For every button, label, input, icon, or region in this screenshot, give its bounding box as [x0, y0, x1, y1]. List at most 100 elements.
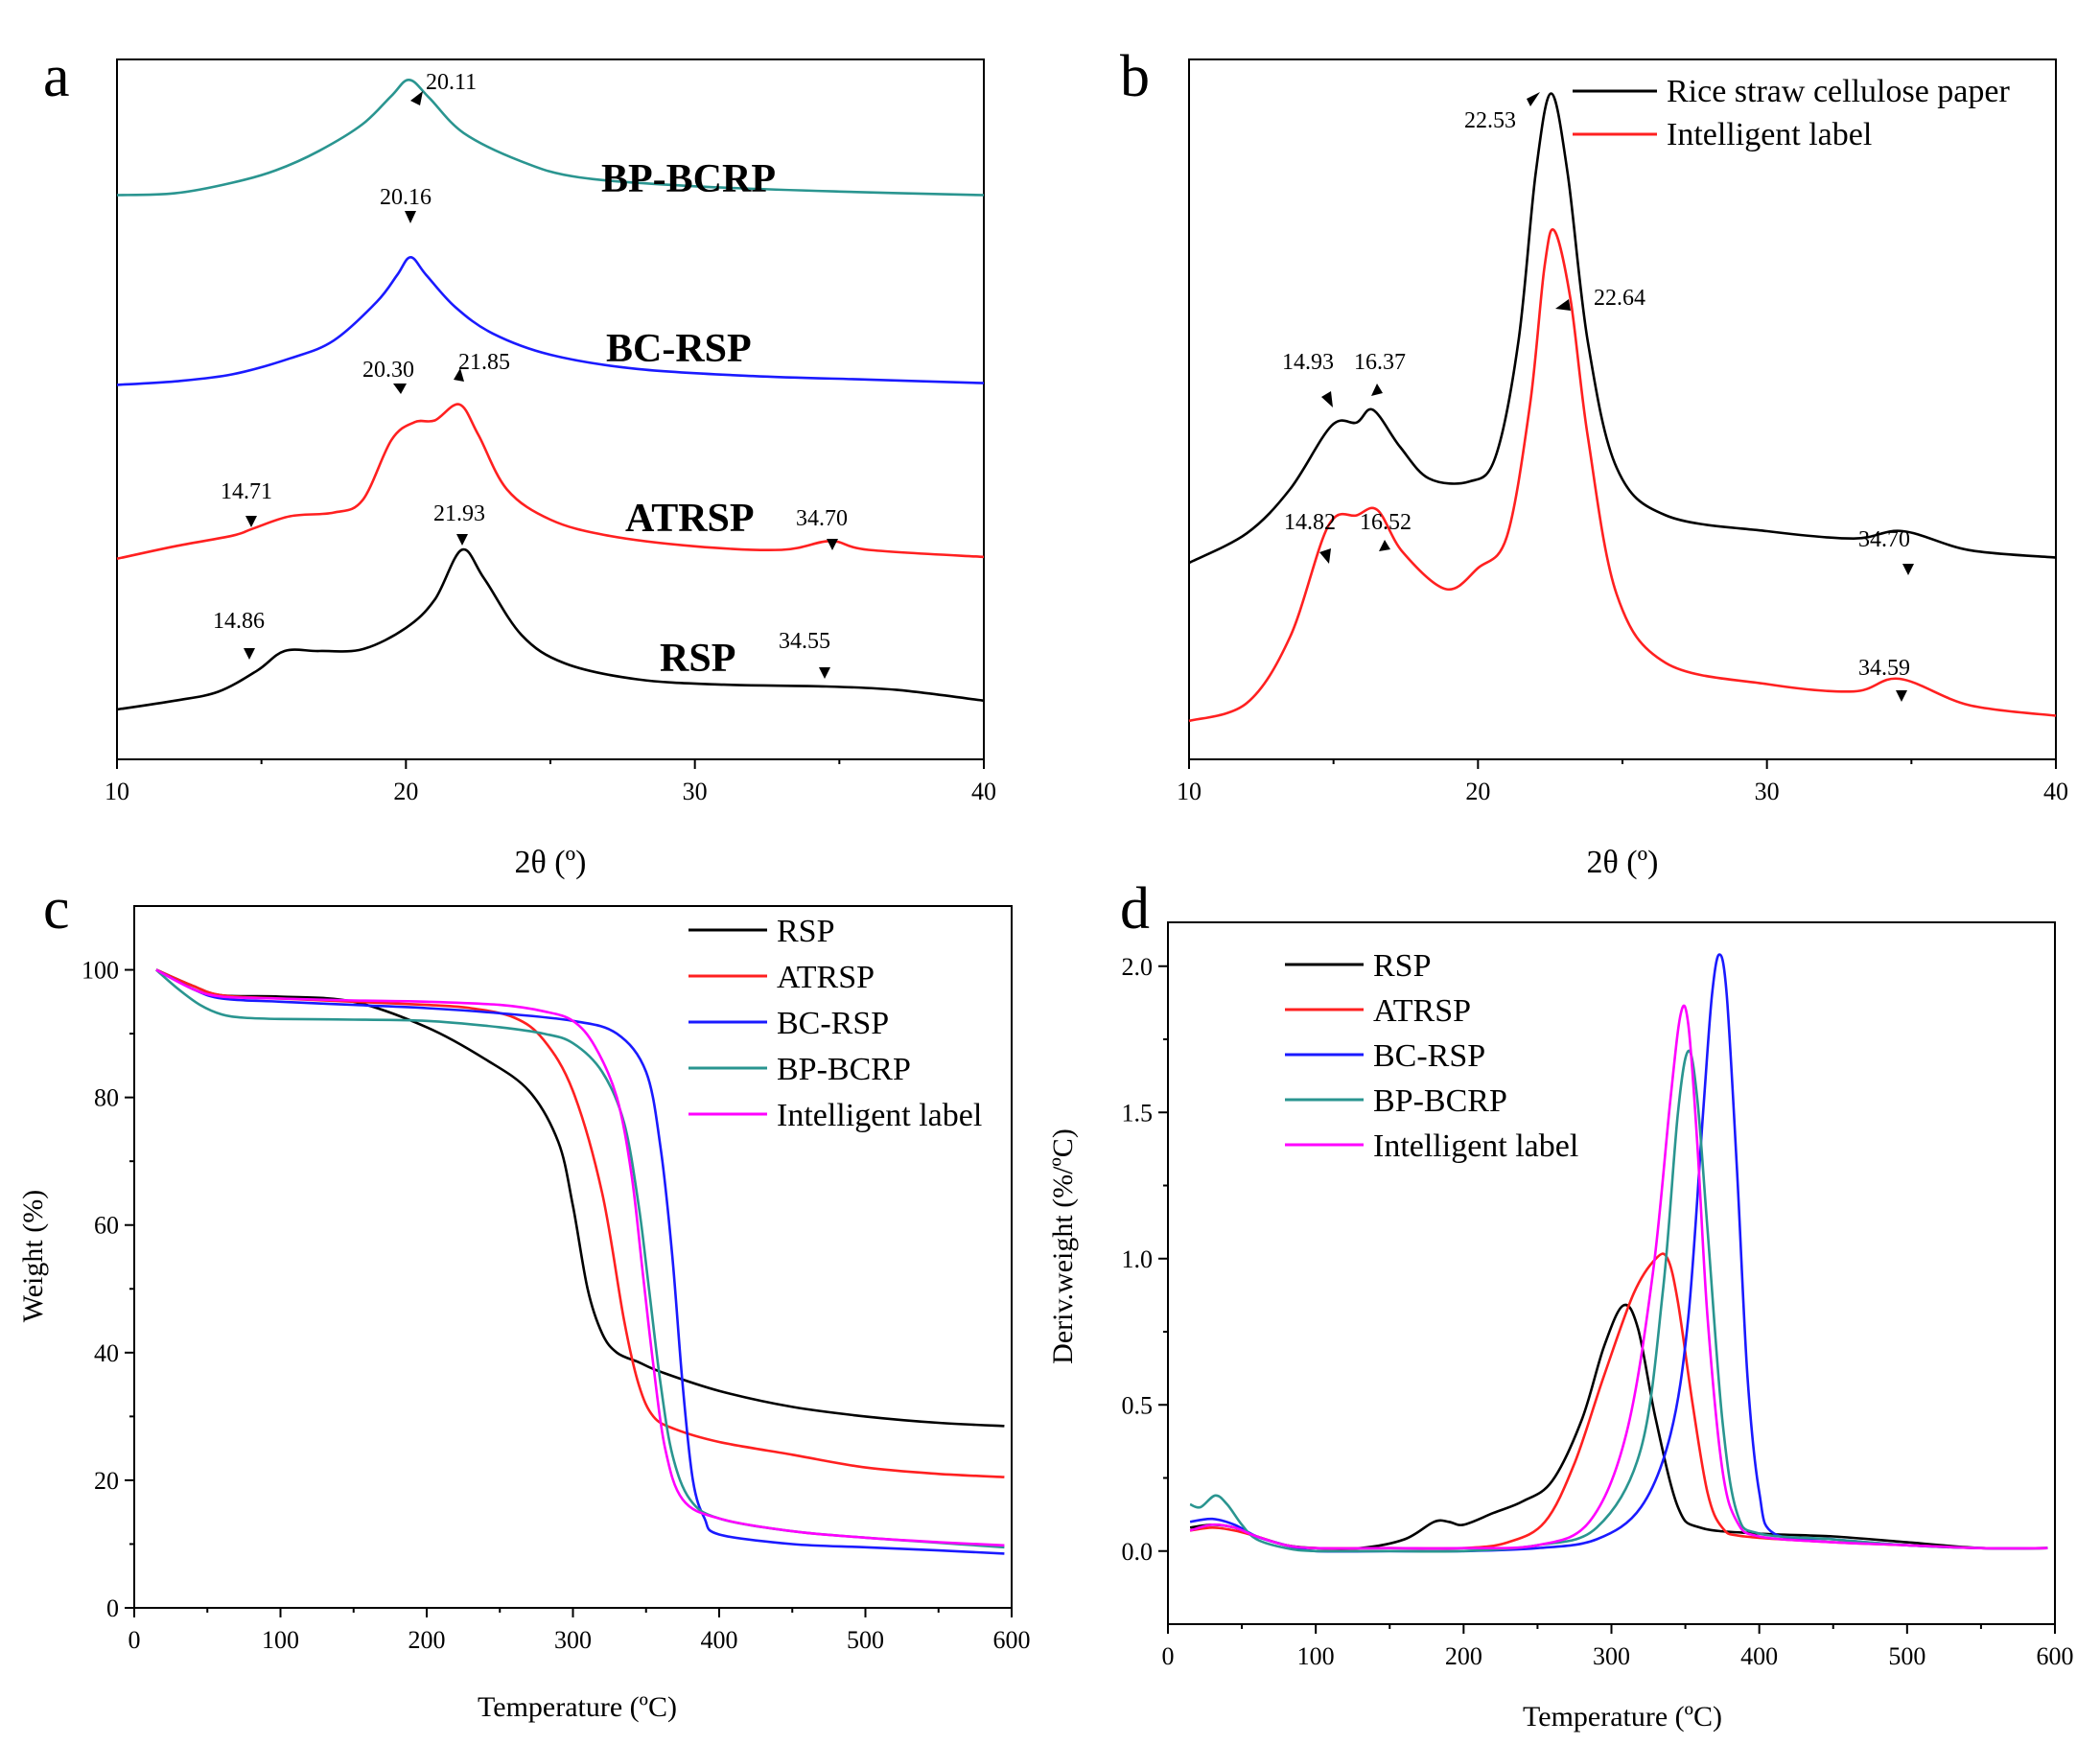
- peak-arrow: [244, 648, 255, 660]
- y-tick-label: 40: [94, 1339, 119, 1367]
- peak-annotation: 34.59: [1858, 656, 1910, 681]
- panel-c-y-axis-label: Weight (%): [17, 1190, 49, 1322]
- peak-arrow: [1321, 391, 1333, 407]
- y-tick-label: 100: [82, 957, 119, 985]
- x-tick-label: 200: [1445, 1642, 1482, 1670]
- peak-annotation: 34.70: [796, 506, 848, 531]
- x-tick-label: 500: [847, 1626, 884, 1654]
- peak-arrow: [1902, 564, 1914, 575]
- series-line-atrsp: [1189, 1252, 2048, 1550]
- series-line-atrsp: [116, 403, 985, 561]
- y-tick-label: 60: [94, 1212, 119, 1240]
- panel-a-xticks: 10 20 30 40: [105, 759, 996, 805]
- panel-d-legend: RSP ATRSP BC-RSP BP-BCRP Intelligent lab…: [1285, 948, 1578, 1164]
- peak-annotation: 14.82: [1284, 510, 1336, 535]
- peak-annotation: 14.71: [221, 479, 272, 504]
- legend-label: Intelligent label: [1373, 1128, 1578, 1164]
- peak-arrow: [819, 667, 830, 679]
- x-tick-label: 300: [554, 1626, 592, 1654]
- x-tick-label: 400: [1740, 1642, 1778, 1670]
- curve-label-rsp: RSP: [660, 637, 735, 681]
- x-tick-label: 600: [993, 1626, 1031, 1654]
- peak-annotation: 14.93: [1282, 350, 1334, 375]
- peak-annotation: 20.11: [426, 70, 477, 95]
- series-line-bp-bcrp: [116, 79, 985, 197]
- peak-arrow: [245, 516, 257, 527]
- panel-a-xrd-chart: a 10 20 30 40 2θ (º) BP-BCRP BC-RSP ATRSP R…: [43, 44, 996, 880]
- x-tick-label: 500: [1888, 1642, 1925, 1670]
- panel-d-y-axis-label: Deriv.weight (%/ºC): [1047, 1128, 1079, 1364]
- series-line-intelligent-label: [1188, 228, 2057, 723]
- y-tick-label: 80: [94, 1084, 119, 1112]
- peak-arrow: [456, 534, 468, 546]
- legend-label: ATRSP: [1373, 993, 1471, 1029]
- x-tick-label: 30: [1755, 778, 1780, 805]
- panel-b-letter: b: [1120, 44, 1150, 109]
- peak-annotation: 20.16: [380, 185, 432, 210]
- series-line-bc-rsp: [116, 256, 985, 386]
- x-tick-label: 100: [1297, 1642, 1335, 1670]
- x-tick-label: 400: [701, 1626, 738, 1654]
- peak-arrows: [244, 91, 838, 679]
- panel-b-xticks: 10 20 30 40: [1177, 759, 2068, 805]
- y-tick-label: 0.0: [1122, 1538, 1154, 1566]
- peak-arrow: [1527, 92, 1540, 106]
- y-tick-label: 0.5: [1122, 1391, 1154, 1419]
- panel-b-curves: [1188, 92, 2057, 723]
- legend-label: RSP: [1373, 948, 1432, 984]
- panel-d-xticks: 0 100 200 300 400 500 600: [1162, 1624, 2074, 1670]
- x-tick-label: 600: [2037, 1642, 2074, 1670]
- series-line-rice-straw-cellulose-paper: [1188, 92, 2057, 565]
- peak-annotation: 21.85: [458, 350, 510, 375]
- panel-c-legend: RSP ATRSP BC-RSP BP-BCRP Intelligent lab…: [688, 914, 982, 1133]
- legend-label: BC-RSP: [777, 1006, 889, 1041]
- x-tick-label: 10: [105, 778, 129, 805]
- legend-label: BC-RSP: [1373, 1038, 1485, 1074]
- x-tick-label: 0: [128, 1626, 141, 1654]
- peak-annotation: 14.86: [213, 609, 265, 634]
- panel-d-dtg-chart: d 0 100 200 300 400 500 600 0.0 0.5 1.0 1.5 2.0 Te…: [1047, 876, 2074, 1732]
- panel-c-x-axis-label: Temperature (ºC): [478, 1691, 677, 1723]
- series-line-rsp: [155, 968, 1005, 1428]
- peak-arrow: [393, 384, 407, 394]
- x-tick-label: 200: [408, 1626, 446, 1654]
- series-line-intelligent-label: [1189, 1004, 2048, 1550]
- series-line-intelligent-label: [155, 968, 1005, 1547]
- y-tick-label: 1.5: [1122, 1099, 1154, 1127]
- panel-b-frame: [1188, 58, 2057, 760]
- x-tick-label: 40: [2043, 778, 2068, 805]
- y-tick-label: 20: [94, 1467, 119, 1495]
- legend-label-intelligent-label: Intelligent label: [1667, 117, 1872, 152]
- x-tick-label: 10: [1177, 778, 1202, 805]
- panel-a-x-axis-label: 2θ (º): [515, 845, 587, 880]
- peak-annotation: 34.55: [779, 629, 830, 654]
- x-tick-label: 30: [683, 778, 708, 805]
- peak-arrow: [405, 211, 416, 223]
- series-line-rsp: [1189, 1303, 2048, 1550]
- x-tick-label: 20: [1465, 778, 1490, 805]
- peak-arrow: [827, 539, 838, 550]
- legend-label: RSP: [777, 914, 835, 949]
- panel-d-yticks: 0.0 0.5 1.0 1.5 2.0: [1122, 953, 1168, 1566]
- peak-arrows: [1319, 92, 1914, 702]
- panel-b-x-axis-label: 2θ (º): [1587, 845, 1659, 880]
- peak-annotation: 16.52: [1360, 510, 1412, 535]
- y-tick-label: 0: [106, 1594, 119, 1622]
- legend-label: BP-BCRP: [1373, 1083, 1507, 1119]
- legend-label: ATRSP: [777, 960, 875, 995]
- panel-a-curves: [116, 79, 985, 711]
- series-line-atrsp: [155, 968, 1005, 1478]
- panel-b-xrd-chart: b 10 20 30 40 2θ (º) Rice straw cellulose p…: [1120, 44, 2068, 880]
- panel-a-letter: a: [43, 44, 70, 109]
- panel-d-letter: d: [1120, 876, 1150, 942]
- peak-arrow: [1379, 540, 1390, 551]
- series-line-rsp: [116, 547, 985, 711]
- legend-label: Intelligent label: [777, 1098, 982, 1133]
- curve-label-bp-bcrp: BP-BCRP: [601, 157, 776, 201]
- legend-label: BP-BCRP: [777, 1052, 911, 1087]
- panel-b-legend: Rice straw cellulose paper Intelligent l…: [1573, 74, 2010, 152]
- x-tick-label: 0: [1162, 1642, 1175, 1670]
- y-tick-label: 1.0: [1122, 1245, 1154, 1273]
- peak-arrow: [1896, 690, 1907, 702]
